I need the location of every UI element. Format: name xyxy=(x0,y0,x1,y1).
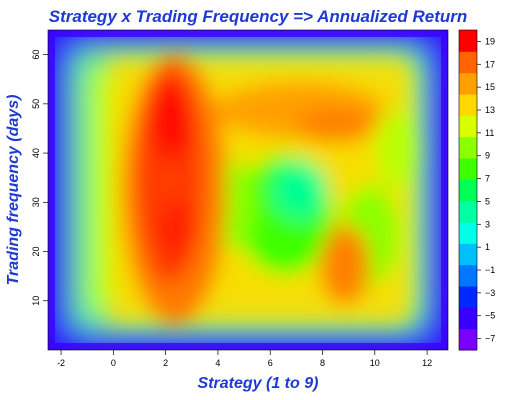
color-legend-label: 3 xyxy=(485,219,490,229)
y-axis: 10 20 30 40 50 60 xyxy=(31,50,48,306)
x-tick-label: -2 xyxy=(57,358,65,368)
x-tick-label: 10 xyxy=(370,358,380,368)
y-tick-label: 40 xyxy=(31,148,41,158)
color-legend-label: 15 xyxy=(485,82,495,92)
color-swatch xyxy=(459,94,477,116)
color-swatch xyxy=(459,328,477,351)
color-swatch xyxy=(459,222,477,244)
color-legend-label: 5 xyxy=(485,196,490,206)
color-legend-label: 11 xyxy=(485,128,494,138)
y-tick-label: 30 xyxy=(31,197,41,207)
x-tick-label: 2 xyxy=(163,358,168,368)
color-swatch xyxy=(459,200,477,223)
x-axis-title: Strategy (1 to 9) xyxy=(198,375,319,392)
color-legend-label: −1 xyxy=(485,265,495,275)
color-swatch xyxy=(459,30,477,52)
y-tick-label: 50 xyxy=(31,99,41,109)
color-legend-label: 13 xyxy=(485,105,495,115)
color-swatch xyxy=(459,307,477,330)
x-tick-label: 0 xyxy=(111,358,116,368)
x-tick-label: 12 xyxy=(422,358,432,368)
y-tick-label: 10 xyxy=(31,296,41,306)
color-legend-border xyxy=(458,29,478,351)
x-axis: -2 0 2 4 6 8 10 12 xyxy=(57,350,432,368)
plot-area xyxy=(48,30,448,350)
color-legend-label: 19 xyxy=(485,36,495,46)
color-legend-label: 9 xyxy=(485,151,490,161)
color-swatch xyxy=(459,243,477,266)
x-tick-label: 8 xyxy=(320,358,325,368)
x-tick-label: 6 xyxy=(268,358,273,368)
chart-title: Strategy x Trading Frequency => Annualiz… xyxy=(49,7,467,26)
plot-border xyxy=(47,29,449,351)
color-legend: 19 17 15 13 11 9 7 5 3 1 −1 −3 −5 −7 xyxy=(458,29,495,351)
color-swatch xyxy=(459,51,477,74)
color-swatch xyxy=(459,72,477,95)
color-swatch xyxy=(459,264,477,287)
color-swatch xyxy=(459,115,477,138)
y-axis-title: Trading frequency (days) xyxy=(5,95,22,286)
color-swatch xyxy=(459,158,477,180)
y-tick-label: 60 xyxy=(31,50,41,60)
y-tick-label: 20 xyxy=(31,247,41,257)
color-legend-label: −7 xyxy=(485,334,495,344)
color-swatch xyxy=(459,286,477,308)
color-legend-label: −5 xyxy=(485,311,495,321)
x-tick-label: 4 xyxy=(215,358,220,368)
color-legend-label: 17 xyxy=(485,59,495,69)
color-legend-label: 1 xyxy=(485,242,490,252)
color-legend-label: −3 xyxy=(485,288,495,298)
color-swatch xyxy=(459,136,477,159)
color-legend-label: 7 xyxy=(485,174,490,184)
color-swatch xyxy=(459,179,477,202)
